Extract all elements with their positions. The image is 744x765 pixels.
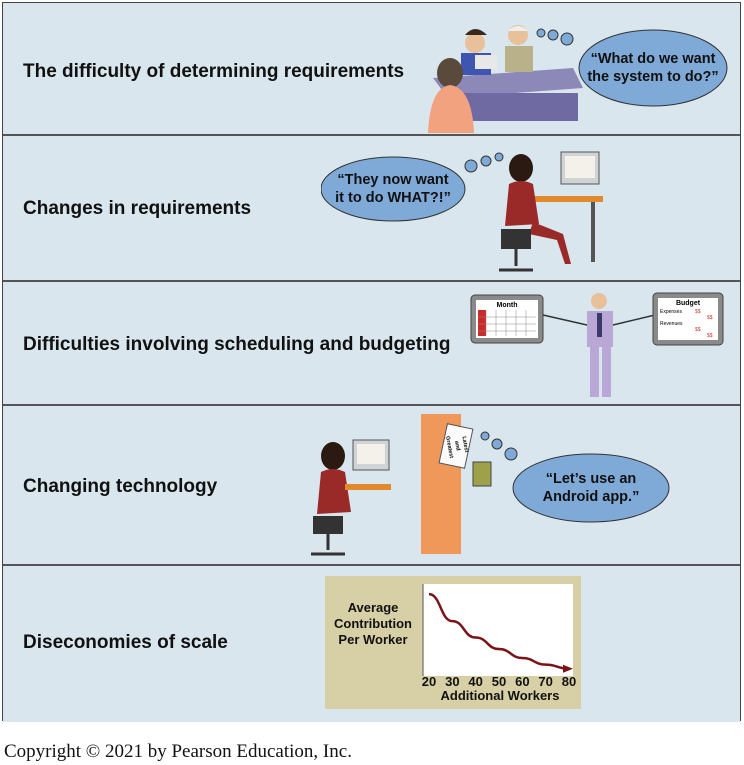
- pointer-right: [612, 314, 656, 326]
- presenter-head: [591, 293, 607, 309]
- budget-chart-title: Budget: [676, 300, 701, 307]
- chair: [501, 229, 531, 249]
- line-arrowhead: [563, 664, 573, 673]
- woman-hair: [321, 442, 345, 470]
- x-tick-label: 30: [445, 674, 459, 689]
- row-changes: Changes in requirements “They now want i…: [3, 136, 740, 282]
- brochure: [438, 423, 474, 469]
- bubble-line-2: Android app.”: [543, 489, 640, 505]
- row-diseconomies: Diseconomies of scale Average Contributi…: [3, 566, 740, 722]
- desk: [433, 68, 583, 98]
- diagram-frame: The difficulty of determining requiremen…: [2, 2, 741, 722]
- x-tick-label: 40: [468, 674, 482, 689]
- plot-area: [423, 584, 573, 676]
- bubble-line-1: “They now want: [337, 172, 448, 188]
- budget-cell: $$: [695, 309, 701, 315]
- y-axis-label-line-3: Per Worker: [338, 632, 407, 647]
- bubble-line-1: “What do we want: [591, 51, 716, 67]
- thought-bubble: [512, 453, 670, 523]
- budget-cell: $$: [695, 327, 701, 333]
- row-label: Changing technology: [23, 476, 218, 497]
- bubble-line-2: it to do WHAT?!”: [335, 190, 451, 206]
- budget-row-revenues: Revenues: [660, 321, 683, 327]
- thought-bubble: [578, 29, 728, 107]
- man-head: [465, 33, 485, 53]
- month-chart-title: Month: [497, 302, 518, 309]
- diseconomies-chart: Average Contribution Per Worker 20 30 40 50…: [325, 576, 581, 709]
- x-tick-label: 70: [538, 674, 552, 689]
- x-tick-label: 20: [422, 674, 436, 689]
- row-label: Diseconomies of scale: [23, 632, 228, 653]
- brochure-line-3: Greatest: [444, 436, 454, 459]
- brochure-line-1: Latest: [461, 436, 470, 453]
- row-requirements: The difficulty of determining requiremen…: [3, 3, 740, 136]
- chart-canvas: Average Contribution Per Worker 20 30 40 50…: [334, 584, 576, 703]
- budget-cell: $$: [707, 315, 713, 321]
- thought-bubble: [321, 156, 466, 222]
- woman-hair: [437, 58, 463, 88]
- row-label: Changes in requirements: [23, 198, 252, 219]
- man2-jacket: [505, 46, 533, 72]
- copyright-notice: Copyright © 2021 by Pearson Education, I…: [4, 741, 352, 762]
- technology-illustration: Latest and Greatest “Let’s use an Androi…: [311, 414, 670, 556]
- x-tick-label: 80: [562, 674, 576, 689]
- pointer-left: [542, 314, 588, 326]
- x-tick-label: 60: [515, 674, 529, 689]
- x-axis-label: Additional Workers: [441, 688, 560, 703]
- x-tick-label: 50: [492, 674, 506, 689]
- desk: [533, 196, 603, 202]
- presenter-illustration: Month Budget Expenses Revenues $$ $$: [470, 292, 724, 397]
- woman-hair: [509, 154, 533, 182]
- laptop: [475, 55, 497, 69]
- budget-cell: $$: [707, 333, 713, 339]
- woman-jacket: [317, 469, 351, 514]
- row-technology: Changing technology Latest and Greatest: [3, 406, 740, 566]
- row-scheduling: Difficulties involving scheduling and bu…: [3, 282, 740, 406]
- x-tick-labels: 20 30 40 50 60 70 80: [422, 674, 576, 689]
- brochure-line-2: and: [453, 440, 461, 451]
- bubble-line-2: the system to do?”: [587, 69, 718, 85]
- bubble-line-1: “Let’s use an: [546, 471, 637, 487]
- desk: [345, 484, 391, 490]
- woman-top: [428, 85, 474, 133]
- monitor-screen: [565, 156, 595, 178]
- row-label: Difficulties involving scheduling and bu…: [23, 334, 451, 355]
- y-axis-label-line-1: Average: [348, 600, 399, 615]
- worker-illustration: “They now want it to do WHAT?!”: [321, 151, 603, 272]
- y-axis-label-line-2: Contribution: [334, 616, 412, 631]
- budget-row-expenses: Expenses: [660, 309, 682, 315]
- meeting-illustration: “What do we want the system to do?”: [428, 25, 728, 133]
- briefcase: [472, 461, 492, 487]
- row-label: The difficulty of determining requiremen…: [23, 61, 405, 82]
- woman-jacket: [505, 181, 539, 226]
- chair: [313, 516, 343, 534]
- data-series-line: [428, 592, 570, 670]
